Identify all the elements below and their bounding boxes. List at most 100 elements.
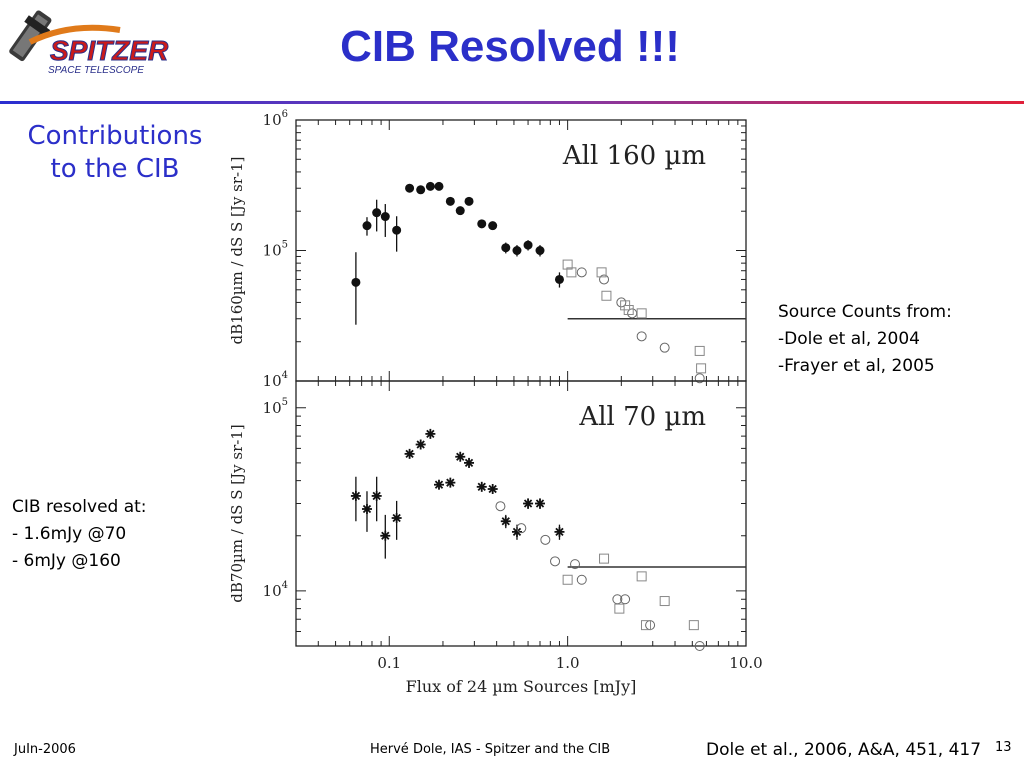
panel-title: All 70 µm bbox=[578, 402, 706, 432]
y-tick-label: 104 bbox=[263, 370, 288, 390]
data-point bbox=[415, 439, 426, 450]
cib-resolved-line: - 1.6mJy @70 bbox=[12, 524, 127, 544]
data-point bbox=[464, 196, 474, 206]
data-point bbox=[640, 620, 651, 631]
data-point bbox=[391, 513, 402, 524]
data-point bbox=[620, 594, 631, 605]
data-point bbox=[616, 297, 627, 308]
data-point bbox=[516, 523, 527, 534]
data-point bbox=[540, 534, 551, 545]
data-point bbox=[361, 503, 372, 514]
page-number: 13 bbox=[995, 740, 1012, 755]
data-point bbox=[599, 274, 610, 285]
data-point bbox=[554, 274, 564, 284]
logo-subtext: SPACE TELESCOPE bbox=[48, 65, 144, 76]
data-point bbox=[362, 221, 372, 231]
data-point bbox=[523, 240, 533, 250]
source-counts-chart: 104 105 106 All 160 µm dB160µm / dS S [Jy sr… bbox=[228, 109, 763, 696]
footer-reference: Dole et al., 2006, A&A, 451, 417 bbox=[706, 740, 982, 760]
slide-title: CIB Resolved !!! bbox=[340, 22, 680, 71]
data-point bbox=[455, 451, 466, 462]
data-point bbox=[576, 267, 587, 278]
data-point bbox=[659, 342, 670, 353]
source-counts-line: -Frayer et al, 2005 bbox=[778, 356, 935, 376]
data-point bbox=[405, 183, 415, 193]
chart-panel: 104 105 All 70 µm dB70µm / dS S [Jy sr-1] 0.… bbox=[228, 380, 763, 696]
y-axis-label: dB70µm / dS S [Jy sr-1] bbox=[228, 424, 246, 602]
x-tick-label: 0.1 bbox=[377, 654, 401, 672]
data-point bbox=[601, 290, 612, 301]
x-axis-label: Flux of 24 µm Sources [mJy] bbox=[406, 677, 637, 696]
data-point bbox=[434, 181, 444, 191]
data-point bbox=[596, 267, 607, 278]
data-point bbox=[455, 206, 465, 216]
data-point bbox=[404, 448, 415, 459]
panel-title: All 160 µm bbox=[562, 141, 706, 171]
source-counts-line: -Dole et al, 2004 bbox=[778, 329, 920, 349]
data-point bbox=[380, 530, 391, 541]
data-point bbox=[433, 479, 444, 490]
data-point bbox=[614, 603, 625, 614]
x-tick-label: 10.0 bbox=[729, 654, 762, 672]
data-point bbox=[445, 196, 455, 206]
data-point bbox=[495, 501, 506, 512]
source-counts-note: Source Counts from: -Dole et al, 2004 -F… bbox=[778, 299, 1018, 380]
data-point bbox=[350, 490, 361, 501]
footer-author: Hervé Dole, IAS - Spitzer and the CIB bbox=[370, 742, 611, 757]
left-heading-line: to the CIB bbox=[50, 154, 180, 184]
source-counts-line: Source Counts from: bbox=[778, 302, 952, 322]
title-divider bbox=[0, 101, 1024, 104]
data-point bbox=[445, 477, 456, 488]
data-point bbox=[392, 225, 402, 235]
spitzer-logo: SPITZER SPACE TELESCOPE bbox=[9, 10, 170, 76]
y-tick-label: 105 bbox=[263, 240, 288, 260]
data-point bbox=[636, 308, 647, 319]
data-point bbox=[380, 212, 390, 222]
left-heading: Contributions to the CIB bbox=[4, 120, 226, 186]
data-point bbox=[464, 457, 475, 468]
y-tick-label: 105 bbox=[263, 397, 288, 417]
data-point bbox=[694, 345, 705, 356]
left-heading-line: Contributions bbox=[27, 121, 203, 151]
chart-panel: 104 105 106 All 160 µm dB160µm / dS S [Jy sr… bbox=[228, 109, 747, 390]
data-point bbox=[425, 181, 435, 191]
plot-frame bbox=[295, 380, 747, 647]
data-point bbox=[694, 641, 705, 651]
data-point bbox=[501, 243, 511, 253]
data-point bbox=[416, 185, 426, 195]
data-point bbox=[500, 516, 511, 527]
y-axis-label: dB160µm / dS S [Jy sr-1] bbox=[228, 157, 246, 345]
footer-date: JuIn-2006 bbox=[14, 742, 76, 757]
data-point bbox=[570, 559, 581, 570]
data-point bbox=[372, 208, 382, 218]
data-point bbox=[554, 526, 565, 537]
data-point bbox=[576, 574, 587, 585]
data-point bbox=[696, 363, 707, 374]
data-point bbox=[550, 556, 561, 567]
y-tick-label: 106 bbox=[263, 109, 288, 129]
cib-resolved-line: - 6mJy @160 bbox=[12, 551, 121, 571]
data-point bbox=[535, 498, 546, 509]
data-point bbox=[487, 484, 498, 495]
data-point bbox=[351, 277, 361, 287]
data-point bbox=[523, 498, 534, 509]
logo-wordmark: SPITZER bbox=[50, 35, 169, 66]
data-point bbox=[636, 571, 647, 582]
data-point bbox=[566, 267, 577, 278]
cib-resolved-note: CIB resolved at: - 1.6mJy @70 - 6mJy @16… bbox=[12, 494, 212, 575]
data-point bbox=[562, 259, 573, 270]
data-point bbox=[425, 428, 436, 439]
data-point bbox=[636, 331, 647, 342]
cib-resolved-line: CIB resolved at: bbox=[12, 497, 147, 517]
x-tick-label: 1.0 bbox=[556, 654, 580, 672]
data-point bbox=[659, 596, 670, 607]
data-point bbox=[535, 246, 545, 255]
y-tick-label: 104 bbox=[263, 580, 288, 600]
data-point bbox=[562, 574, 573, 585]
data-point bbox=[512, 246, 522, 255]
data-point bbox=[694, 373, 705, 384]
data-point bbox=[688, 620, 699, 631]
data-point bbox=[623, 304, 634, 315]
data-point bbox=[488, 221, 498, 231]
data-point bbox=[476, 481, 487, 492]
